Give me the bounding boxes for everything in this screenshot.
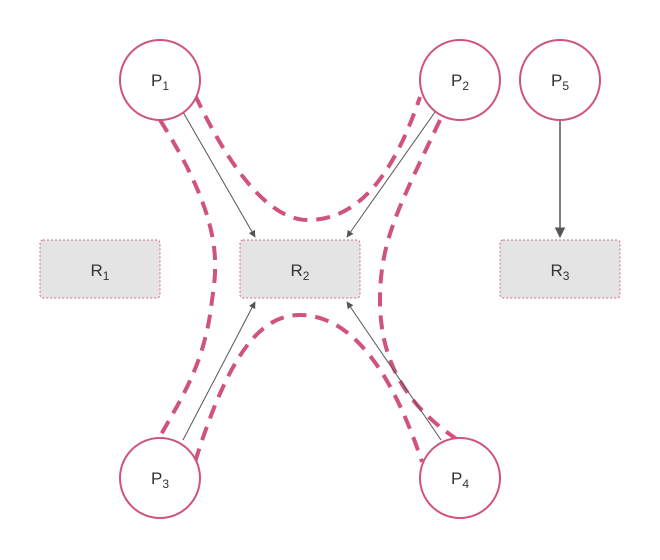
resource-r3-subscript: 3 [563,269,570,283]
cycle-path-top [193,94,422,223]
svg-text:P2: P2 [451,71,469,93]
process-p3-letter: P [151,469,162,488]
resource-r1-subscript: 1 [103,269,110,283]
process-p5-subscript: 5 [562,79,569,93]
edge-p3-r2 [182,301,256,441]
svg-text:P1: P1 [151,71,169,93]
cycle-path-left [156,118,218,441]
process-p4[interactable]: P4 [419,437,501,519]
svg-text:R1: R1 [91,261,110,283]
svg-text:R2: R2 [291,261,310,283]
resource-r3[interactable]: R3 [499,239,621,299]
svg-text:P3: P3 [151,469,169,491]
cycle-path-right [377,119,460,442]
resource-r2[interactable]: R2 [239,239,361,299]
edge-p4-r2 [346,301,442,441]
process-p1-letter: P [151,71,162,90]
svg-text:P4: P4 [451,469,469,491]
process-p1[interactable]: P1 [119,39,201,121]
process-p2-letter: P [451,71,462,90]
process-p4-subscript: 4 [462,477,469,491]
resource-r2-subscript: 2 [303,269,310,283]
process-p3-subscript: 3 [162,477,169,491]
process-p3[interactable]: P3 [119,437,201,519]
process-p5[interactable]: P5 [519,39,601,121]
process-p2[interactable]: P2 [419,39,501,121]
edge-p2-r2 [346,111,436,238]
edges-group [182,111,566,441]
resource-r1-letter: R [91,261,103,280]
process-p1-subscript: 1 [162,79,169,93]
svg-text:P5: P5 [551,71,569,93]
process-p5-letter: P [551,71,562,90]
process-p2-subscript: 2 [462,79,469,93]
svg-text:R3: R3 [551,261,570,283]
edge-p1-r2 [182,111,256,238]
resource-r1[interactable]: R1 [39,239,161,299]
process-p4-letter: P [451,469,462,488]
resource-r3-letter: R [551,261,563,280]
resource-r2-letter: R [291,261,303,280]
cycle-path-bottom [193,312,424,463]
